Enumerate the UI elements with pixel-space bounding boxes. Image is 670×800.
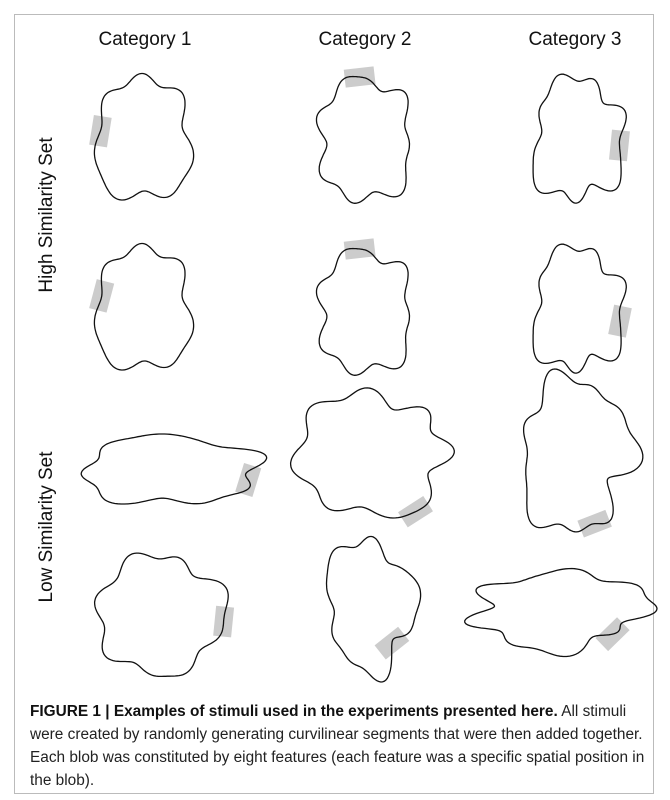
figure-frame [14, 14, 654, 794]
blob [532, 73, 627, 204]
blob [80, 433, 268, 505]
blob [522, 368, 644, 533]
caption-text: All stimuli were created by randomly gen… [30, 703, 645, 789]
figure-panels: Category 1 Category 2 Category 3 High Si… [36, 29, 658, 683]
blob [315, 75, 411, 204]
blob [532, 243, 627, 374]
blobs [80, 66, 658, 683]
blob [93, 72, 195, 201]
caption-title: FIGURE 1 | Examples of stimuli used in t… [30, 703, 558, 720]
column-header: Category 1 [99, 29, 192, 50]
blob [464, 567, 658, 658]
blob [93, 552, 229, 678]
blob [289, 387, 455, 519]
caption: FIGURE 1 | Examples of stimuli used in t… [30, 700, 645, 792]
column-header: Category 3 [529, 29, 622, 50]
column-header: Category 2 [319, 29, 412, 50]
row-label: High Similarity Set [36, 137, 57, 293]
blob [93, 242, 195, 371]
blob [315, 247, 411, 376]
blob [325, 535, 422, 683]
row-label: Low Similarity Set [36, 451, 57, 603]
